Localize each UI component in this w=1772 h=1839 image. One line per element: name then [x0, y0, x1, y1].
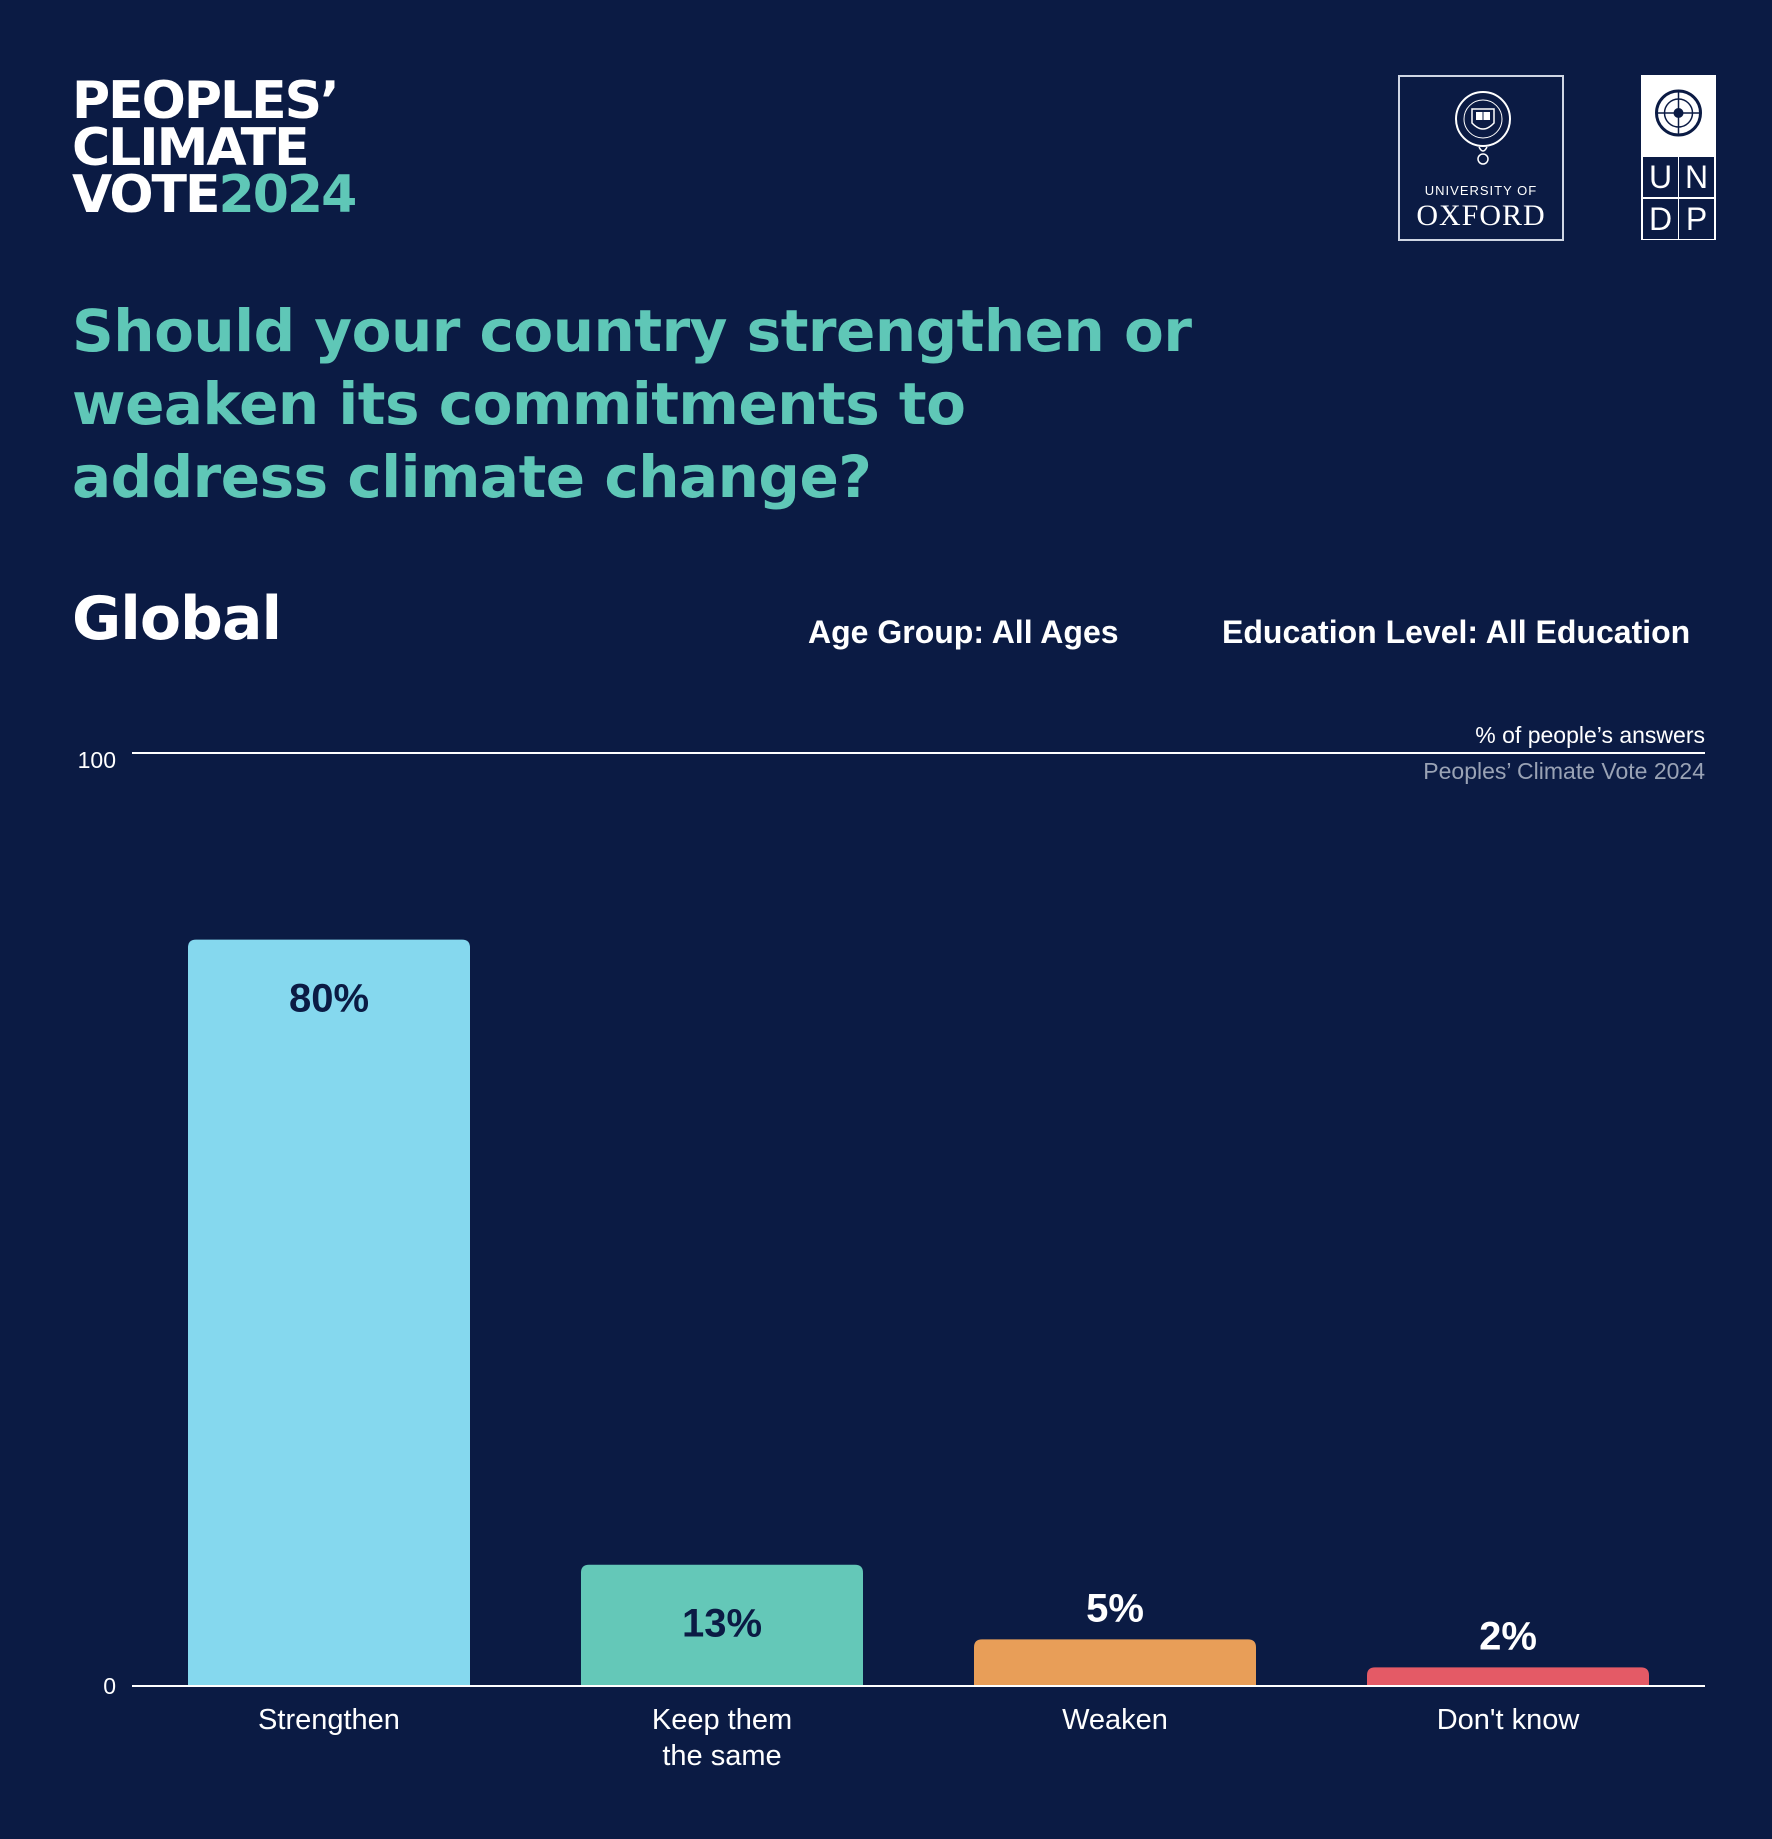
bar	[1367, 1667, 1649, 1686]
undp-letter-n: N	[1679, 157, 1714, 197]
undp-letter-p: P	[1679, 199, 1714, 239]
category-label: Strengthen	[258, 1704, 400, 1736]
data-label: 2%	[1479, 1614, 1537, 1658]
source-label: Peoples’ Climate Vote 2024	[1423, 758, 1705, 784]
y-tick-label: 100	[78, 747, 116, 773]
peoples-climate-vote-logo: PEOPLES’ CLIMATE VOTE2024	[72, 71, 357, 221]
category-label: the same	[662, 1740, 781, 1772]
university-of-oxford-logo: UNIVERSITY OF OXFORD	[1398, 75, 1564, 241]
data-label: 80%	[289, 977, 369, 1021]
bar	[581, 1564, 863, 1686]
oxford-big-text: OXFORD	[1416, 199, 1546, 232]
logo-line-2: CLIMATE	[72, 118, 310, 178]
age-group-filter: Age Group: All Ages	[808, 614, 1119, 650]
region-title: Global	[72, 584, 282, 654]
bar-chart: 100 % of people’s answers Peoples’ Climate…	[78, 722, 1706, 1772]
logo-line-3: VOTE	[72, 165, 221, 225]
oxford-small-text: UNIVERSITY OF	[1424, 183, 1538, 198]
y-axis-label: % of people’s answers	[1475, 722, 1705, 748]
survey-question: Should your country strengthen or weaken…	[72, 297, 1192, 511]
logo-year: 2024	[218, 165, 358, 225]
category-label: Weaken	[1062, 1704, 1168, 1736]
data-label: 13%	[682, 1602, 762, 1646]
oxford-crest-icon	[1455, 91, 1511, 165]
undp-letter-d: D	[1643, 199, 1678, 239]
category-label: Don't know	[1437, 1704, 1581, 1736]
y-tick-label: 0	[103, 1673, 116, 1699]
logo-line-1: PEOPLES’	[72, 71, 340, 131]
bar	[188, 939, 470, 1686]
bar	[974, 1639, 1256, 1686]
data-label: 5%	[1086, 1586, 1144, 1630]
un-emblem-icon	[1641, 75, 1716, 155]
undp-logo: U N D P	[1641, 75, 1716, 240]
category-label: Keep them	[652, 1704, 792, 1736]
education-level-filter: Education Level: All Education	[1222, 614, 1691, 650]
undp-letter-u: U	[1643, 157, 1678, 197]
